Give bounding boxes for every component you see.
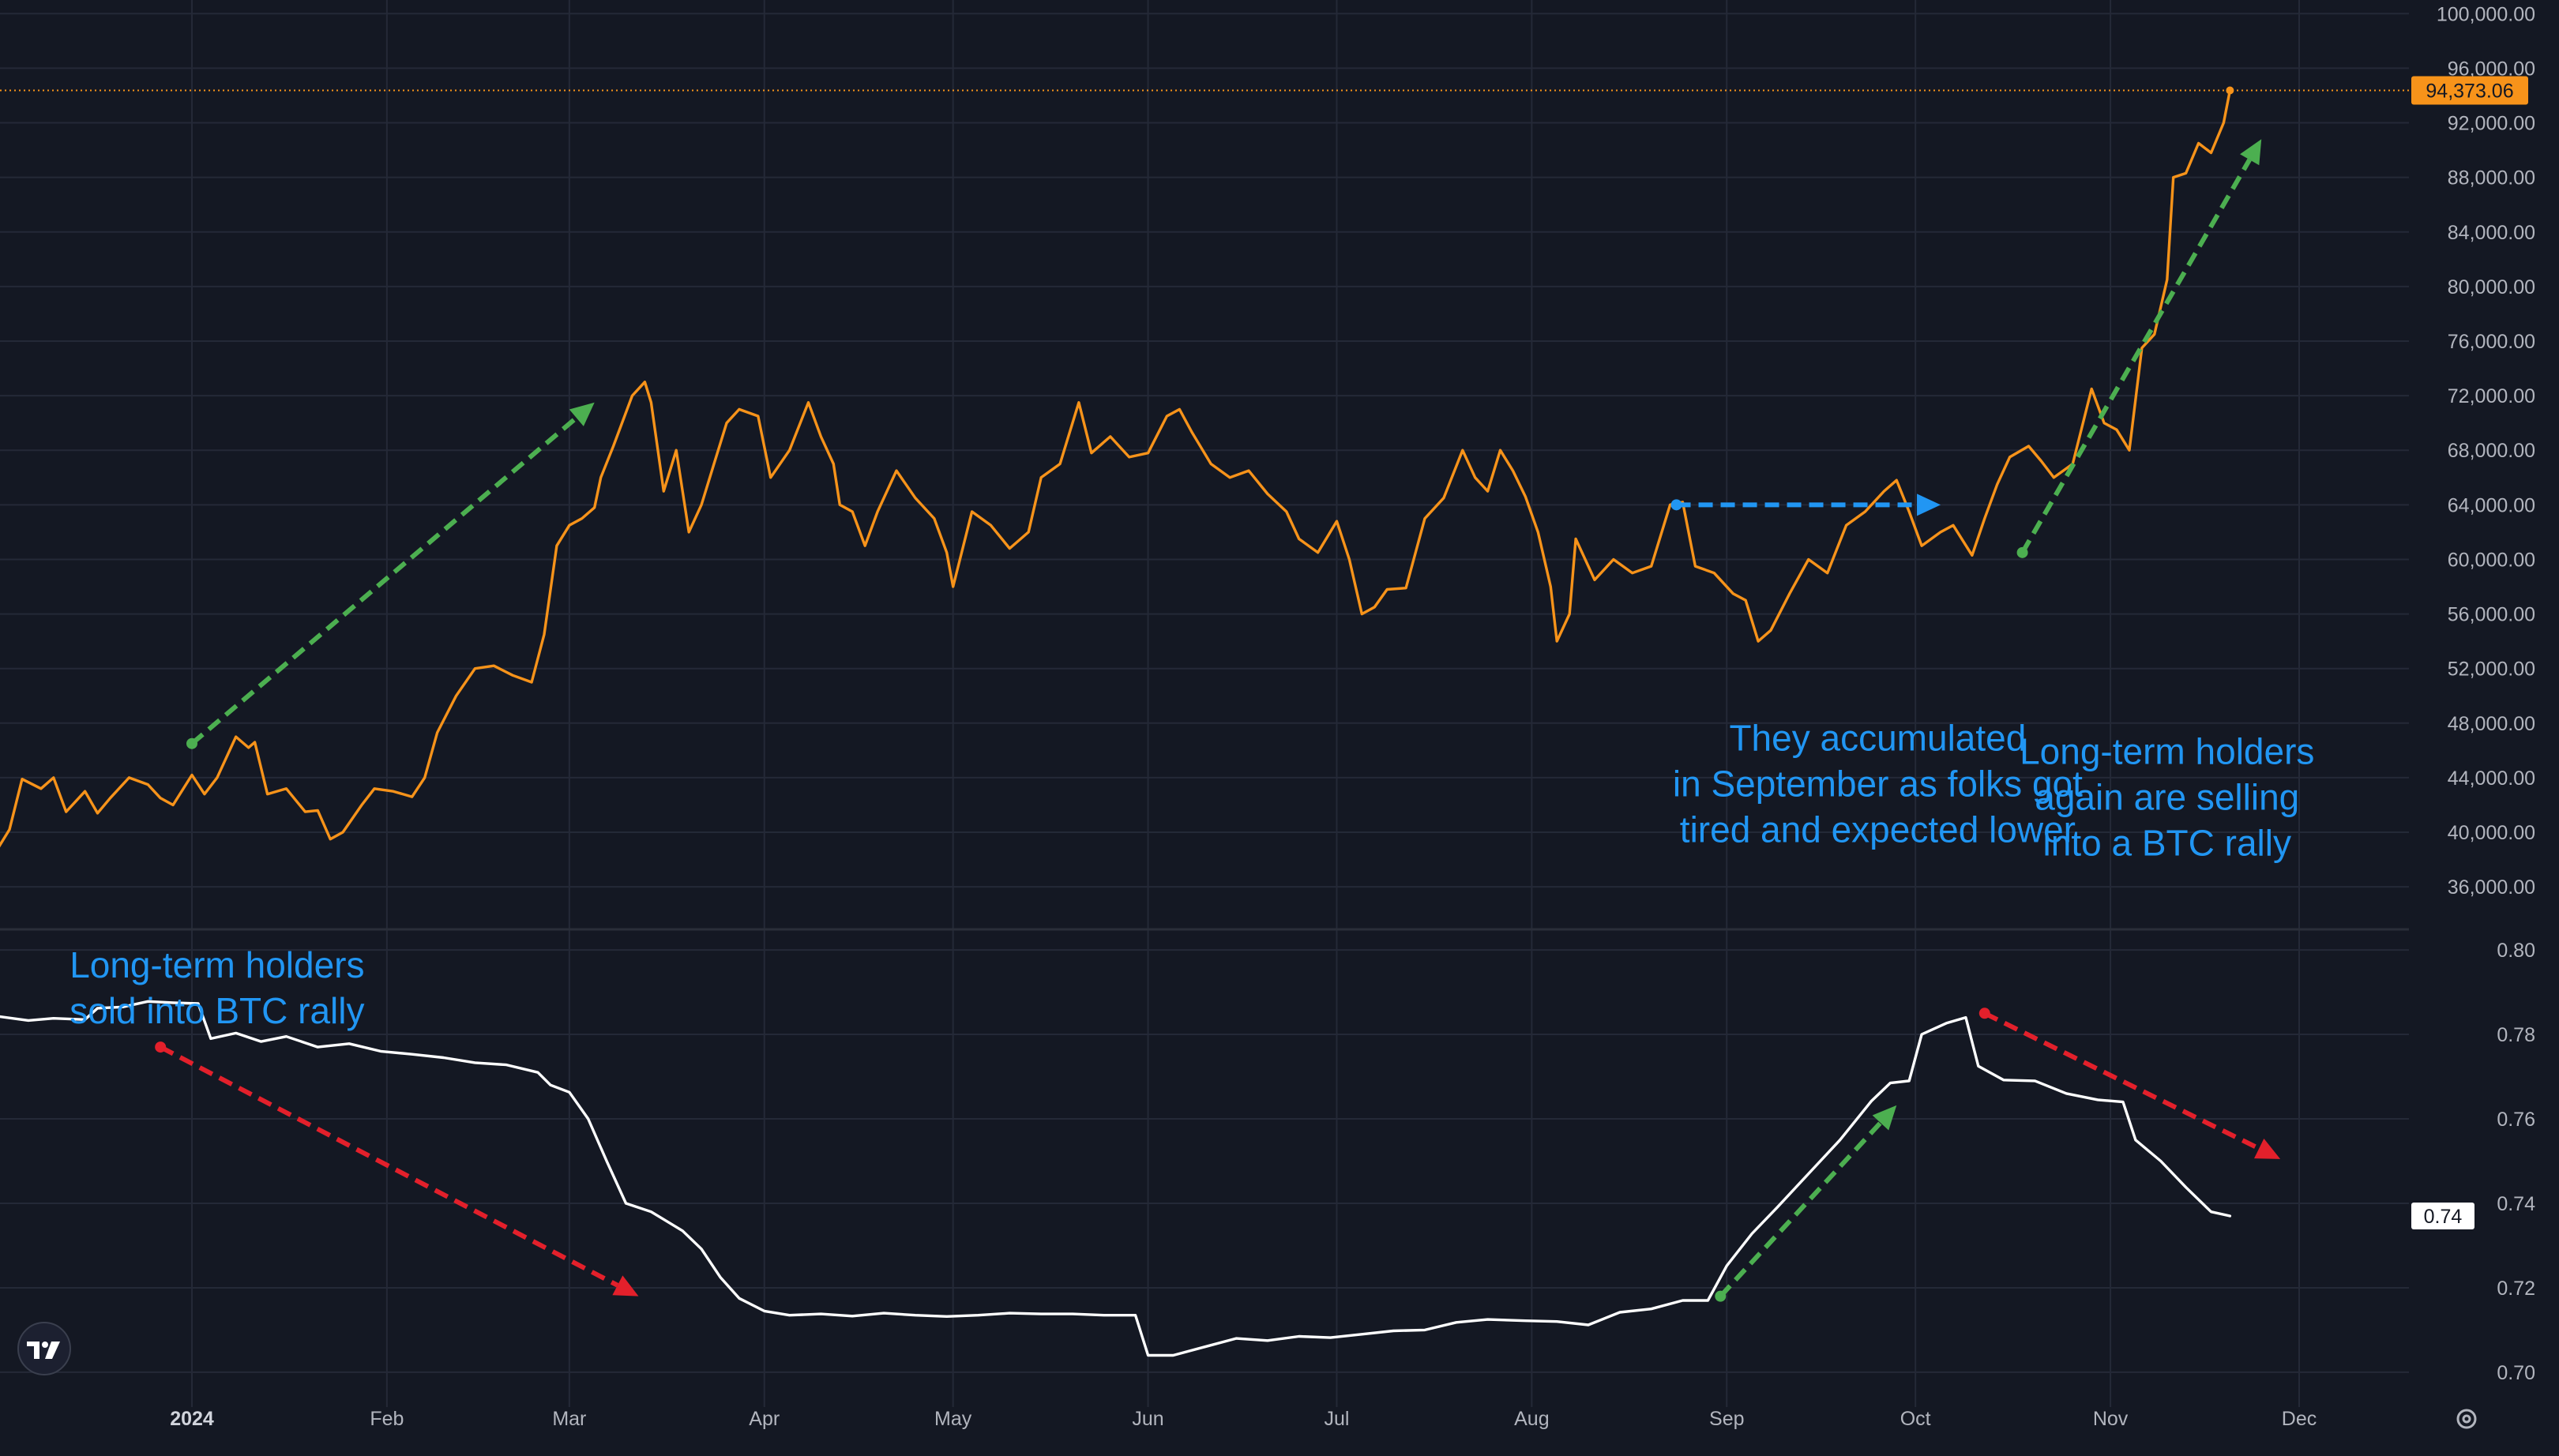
price-tick-label: 36,000.00 <box>2448 876 2535 899</box>
x-tick-label: Mar <box>552 1408 586 1430</box>
price-tick-label: 72,000.00 <box>2448 385 2535 407</box>
annotation-text: sold into BTC rally <box>70 990 364 1031</box>
indicator-last-badge <box>2411 1203 2474 1230</box>
price-last-badge <box>2411 76 2528 105</box>
price-tick-label: 52,000.00 <box>2448 659 2535 681</box>
green-arrow <box>2016 139 2262 558</box>
red-arrow <box>1978 1008 2281 1159</box>
annotation-text: again are selling <box>2035 777 2299 818</box>
time-x-axis[interactable]: 2024 Feb Mar Apr May Jun Jul Aug Sep Oct Nov Dec <box>170 1408 2317 1430</box>
price-tick-label: 40,000.00 <box>2448 822 2535 844</box>
x-tick-label: Feb <box>370 1408 404 1430</box>
price-tick-label: 60,000.00 <box>2448 549 2535 571</box>
price-tick-label: 80,000.00 <box>2448 276 2535 298</box>
grid <box>0 0 2409 1407</box>
blue-arrow <box>1670 493 1941 516</box>
annotation-text: tired and expected lower <box>1680 809 2076 850</box>
price-tick-label: 84,000.00 <box>2448 222 2535 244</box>
indicator-last-label: 0.74 <box>2424 1206 2463 1228</box>
indicator-tick-label: 0.80 <box>2497 940 2535 962</box>
last-value-labels: 94,373.06 0.74 <box>2411 76 2528 1230</box>
tradingview-logo-icon[interactable] <box>17 1322 71 1375</box>
arrows <box>155 139 2281 1302</box>
indicator-tick-label: 0.74 <box>2497 1193 2535 1215</box>
price-tick-label: 68,000.00 <box>2448 440 2535 462</box>
x-tick-label: Jun <box>1132 1408 1163 1430</box>
price-tick-label: 44,000.00 <box>2448 767 2535 790</box>
annotation-text: Long-term holders <box>70 944 364 985</box>
price-tick-label: 76,000.00 <box>2448 331 2535 353</box>
green-arrow <box>186 402 595 749</box>
price-tick-label: 100,000.00 <box>2437 3 2535 25</box>
x-tick-label: Jul <box>1324 1408 1349 1430</box>
indicator-y-axis[interactable]: 0.70 0.72 0.74 0.76 0.78 0.80 <box>2497 940 2535 1384</box>
indicator-tick-label: 0.78 <box>2497 1024 2535 1046</box>
x-tick-label: Oct <box>1900 1408 1931 1430</box>
green-arrow <box>1715 1105 1897 1302</box>
x-tick-label: Dec <box>2282 1408 2317 1430</box>
series-layer <box>0 86 2409 1357</box>
price-last-point <box>2226 86 2234 95</box>
annotations: Long-term holders sold into BTC rally They… <box>70 717 2314 1030</box>
x-tick-label: May <box>934 1408 972 1430</box>
x-tick-label: Aug <box>1514 1408 1549 1430</box>
price-tick-label: 92,000.00 <box>2448 113 2535 135</box>
annotation-text: Long-term holders <box>2020 731 2314 772</box>
gear-icon[interactable] <box>2456 1409 2477 1429</box>
indicator-tick-label: 0.70 <box>2497 1362 2535 1384</box>
x-tick-label: Nov <box>2093 1408 2129 1430</box>
x-tick-label: Apr <box>749 1408 780 1430</box>
annotation-text: into a BTC rally <box>2043 823 2291 864</box>
indicator-line <box>0 1000 2232 1357</box>
price-last-label: 94,373.06 <box>2426 81 2513 103</box>
price-y-axis[interactable]: 36,000.00 40,000.00 44,000.00 48,000.00 52,0… <box>2437 3 2535 899</box>
red-arrow <box>155 1041 639 1297</box>
price-tick-label: 64,000.00 <box>2448 494 2535 516</box>
price-tick-label: 88,000.00 <box>2448 167 2535 190</box>
indicator-tick-label: 0.72 <box>2497 1278 2535 1300</box>
price-tick-label: 56,000.00 <box>2448 604 2535 626</box>
price-line <box>0 88 2232 848</box>
x-tick-label: 2024 <box>170 1408 214 1430</box>
annotation-text: They accumulated <box>1729 717 2026 758</box>
annotation-text: in September as folks got <box>1673 763 2083 804</box>
price-tick-label: 48,000.00 <box>2448 713 2535 735</box>
x-tick-label: Sep <box>1709 1408 1744 1430</box>
indicator-tick-label: 0.76 <box>2497 1109 2535 1131</box>
